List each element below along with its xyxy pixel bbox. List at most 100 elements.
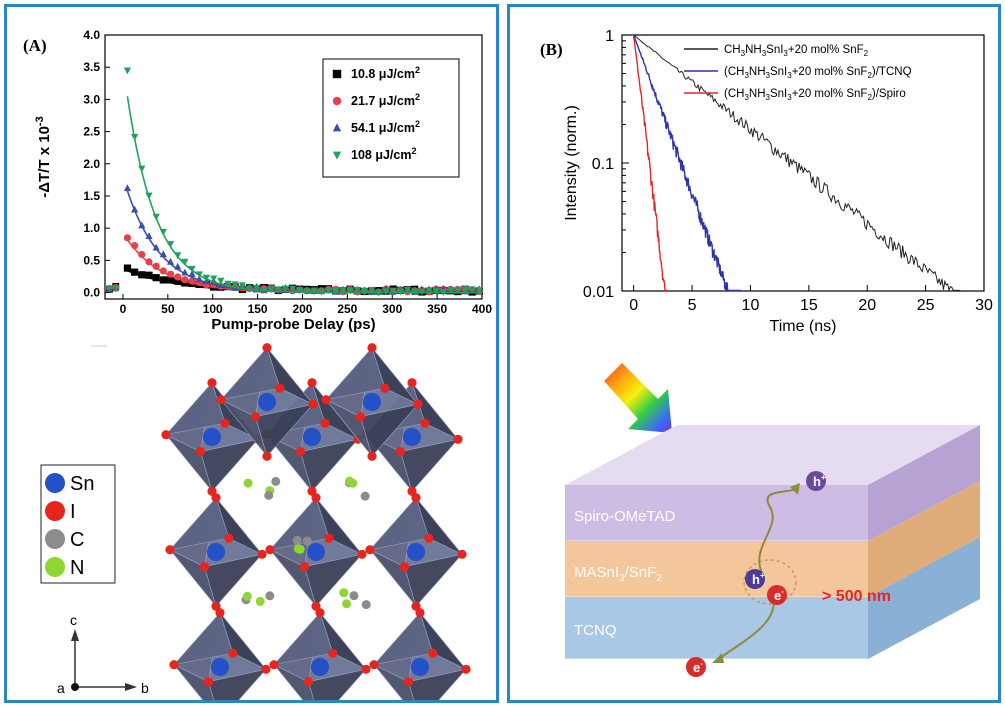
i-atom	[380, 383, 390, 393]
plot-a-point	[138, 271, 146, 279]
i-atom	[195, 447, 206, 457]
plot-a-ytick-label: 4.0	[83, 28, 100, 42]
plot-a-xtick-label: 100	[203, 302, 223, 316]
plot-a-xtick-label: 150	[248, 302, 268, 316]
plot-a-point	[389, 287, 397, 295]
plot-a-ylabel: -ΔT/T x 10-3	[34, 116, 53, 197]
octahedron-face	[200, 438, 259, 492]
plot-a-ytick-label: 1.5	[83, 189, 100, 203]
octahedron-face	[373, 664, 415, 700]
axis-c-label: c	[70, 612, 77, 628]
n-atom	[339, 588, 349, 598]
plot-a-legend-text: 21.7 μJ/cm	[351, 94, 415, 108]
device-side-face-0	[868, 425, 980, 541]
sn-atom	[407, 543, 425, 561]
plot-b-legend-label: (CH3NH3SnI3+20 mol% SnF2)/TCNQ	[724, 66, 912, 80]
atom-legend-dot-c	[45, 529, 65, 549]
plot-b-legend-part: +20 mol% SnF	[792, 66, 868, 78]
plot-a-point	[112, 285, 120, 293]
plot-a-legend-marker	[332, 96, 342, 106]
sn-atom	[203, 428, 221, 446]
plot-a-point	[166, 241, 175, 248]
hole-top-label: h+	[813, 473, 826, 489]
plot-a-point	[260, 286, 268, 294]
plot-b-legend-part: 3	[787, 71, 792, 80]
i-atom	[315, 608, 325, 618]
plot-a-legend-sup: 2	[415, 92, 420, 102]
hole-exciton-symbol: h	[752, 572, 760, 587]
plot-a-point	[188, 277, 196, 285]
i-atom	[228, 648, 238, 658]
sn-atom	[211, 658, 229, 676]
axis-b-arrow	[125, 683, 137, 691]
plot-a-point	[159, 276, 167, 284]
octahedron-face	[360, 403, 419, 457]
octahedron-face	[204, 553, 263, 607]
i-atom	[216, 395, 226, 405]
hole-exciton-sign: +	[760, 571, 765, 580]
atom-legend-dot-sn	[45, 473, 65, 493]
atom-legend-label: C	[70, 529, 84, 551]
octahedron-face	[325, 347, 386, 401]
electron-exciton-label: e-	[774, 587, 784, 603]
plot-a-ytick-label: 0.5	[83, 253, 100, 267]
i-atom	[220, 418, 230, 428]
plot-a-point	[411, 288, 419, 296]
plot-b-legend-part: NH	[749, 66, 766, 78]
layer-label-masni3-a: MASnI	[574, 564, 619, 581]
plot-a-point	[152, 274, 160, 282]
plot-a-point	[231, 281, 239, 289]
layer-label-masni3-sub2: 2	[656, 573, 662, 584]
i-atom	[411, 493, 421, 503]
layer-label-masni3-sub: 3	[619, 573, 625, 584]
plot-a-point	[131, 242, 139, 250]
i-atom	[275, 383, 285, 393]
plot-a-point	[174, 252, 182, 260]
plot-a-point	[195, 271, 203, 279]
atom-legend: Sn ICN	[40, 464, 116, 584]
plot-a-point	[202, 274, 211, 282]
i-atom	[311, 493, 321, 503]
i-atom	[369, 660, 379, 670]
octahedron-face	[273, 612, 334, 666]
plot-b-legend-part: SnI	[770, 66, 787, 78]
plot-a-legend-marker	[332, 151, 342, 160]
i-atom	[321, 395, 331, 405]
plot-a-point	[274, 286, 282, 294]
plot-a-xtick-label: 200	[292, 302, 312, 316]
sn-atom	[363, 393, 381, 411]
plot-b-legend-part: 3	[744, 71, 749, 80]
i-atom	[420, 418, 430, 428]
plot-a-ytick-label: 3.5	[83, 60, 100, 74]
plot-a-point	[159, 228, 167, 236]
i-atom	[203, 677, 214, 687]
plot-b-legend-part: 3	[783, 49, 788, 58]
plot-a-ylabel-text: -ΔT/T x 10	[36, 126, 53, 198]
i-atom	[199, 562, 210, 572]
plot-a-ytick-label: 0.0	[83, 286, 100, 300]
plot-a-point	[181, 268, 189, 276]
i-atom	[424, 533, 434, 543]
plot-a-point	[418, 288, 426, 296]
plot-b-xtick-label: 5	[688, 297, 697, 314]
plot-a-point	[123, 67, 132, 75]
i-atom	[461, 664, 471, 674]
device-layer-2	[565, 597, 868, 659]
i-atom	[428, 648, 438, 658]
plot-a-point	[166, 276, 175, 284]
i-atom	[361, 664, 371, 674]
plot-b-ytick-label: 1	[605, 28, 614, 45]
atom-legend-label: N	[70, 557, 84, 579]
c-atom	[264, 490, 274, 500]
c-atom	[302, 536, 312, 546]
plot-a-point	[174, 277, 182, 285]
plot-b-legend-part: 3	[762, 49, 767, 58]
octahedron-face	[369, 497, 430, 551]
c-atom	[360, 491, 370, 501]
device-top-face	[565, 425, 980, 485]
hole-top-sign: +	[821, 473, 826, 482]
octahedron-face	[300, 438, 359, 492]
i-atom	[250, 412, 261, 422]
plot-a-point	[353, 286, 361, 294]
hole-path-arrow	[790, 483, 800, 495]
